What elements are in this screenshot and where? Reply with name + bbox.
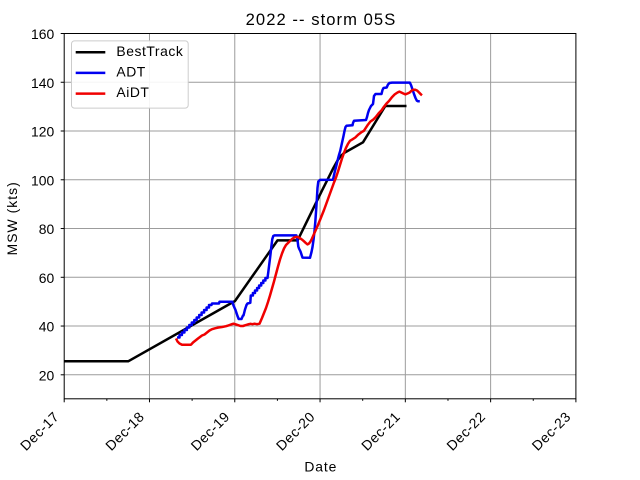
svg-text:160: 160 xyxy=(31,26,54,42)
svg-text:ADT: ADT xyxy=(116,64,145,80)
svg-text:MSW (kts): MSW (kts) xyxy=(4,181,20,255)
svg-text:AiDT: AiDT xyxy=(116,84,149,100)
svg-text:Date: Date xyxy=(304,458,337,474)
svg-text:20: 20 xyxy=(39,368,55,384)
svg-text:60: 60 xyxy=(39,270,55,286)
svg-text:2022 -- storm 05S: 2022 -- storm 05S xyxy=(246,10,397,29)
svg-text:80: 80 xyxy=(39,221,55,237)
svg-text:100: 100 xyxy=(31,173,54,189)
svg-text:140: 140 xyxy=(31,75,54,91)
svg-text:120: 120 xyxy=(31,124,54,140)
svg-text:40: 40 xyxy=(39,319,55,335)
svg-text:BestTrack: BestTrack xyxy=(116,43,183,59)
